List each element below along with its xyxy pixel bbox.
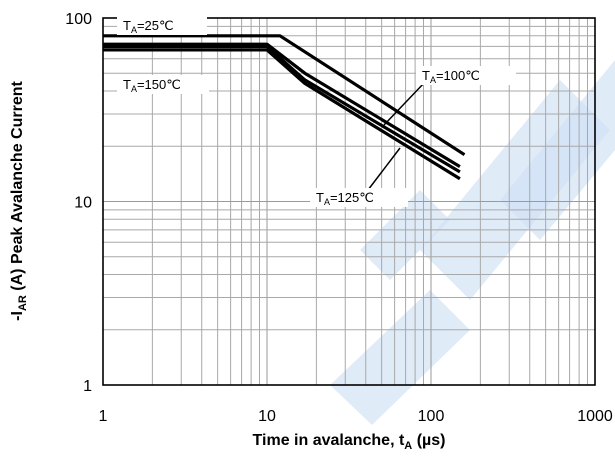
ann-ta25-suffix: =25℃: [137, 18, 174, 33]
annotation-ta125: TA=125℃: [310, 147, 408, 207]
ann-ta100-prefix: T: [422, 68, 430, 83]
y-tick-label: 1: [83, 378, 92, 395]
x-tick-label: 1000: [577, 408, 613, 425]
tick-labels: 1 10 100 1000 1 10 100: [65, 11, 613, 425]
annotation-ta100: TA=100℃: [383, 66, 516, 126]
x-tick-label: 10: [258, 408, 276, 425]
ann-ta25-prefix: T: [123, 18, 131, 33]
svg-text:TA=100℃: TA=100℃: [422, 68, 480, 85]
ann-ta150-prefix: T: [123, 77, 131, 92]
series-layer: [103, 34, 466, 181]
ann-ta150-suffix: =150℃: [137, 77, 181, 92]
svg-text:TA=25℃: TA=25℃: [123, 18, 174, 35]
y-tick-label: 10: [74, 195, 92, 212]
series-line-1: [103, 34, 466, 157]
x-axis-label-sub: A: [404, 440, 412, 452]
svg-text:TA=125℃: TA=125℃: [316, 190, 374, 207]
series-line-2: [103, 42, 461, 168]
series-line-3: [103, 44, 461, 174]
x-tick-label: 100: [418, 408, 445, 425]
plot-frame: [102, 17, 596, 386]
annotation-ta25: TA=25℃: [117, 16, 207, 35]
y-axis-label-main: -I: [9, 311, 26, 321]
watermark-logo: [330, 60, 615, 425]
x-axis-label: Time in avalanche, tA (µs): [253, 432, 446, 452]
y-axis-label: -IAR (A) Peak Avalanche Current: [9, 81, 29, 321]
ann-ta150-sub: A: [131, 84, 137, 94]
ann-ta125-suffix: =125℃: [330, 190, 374, 205]
x-axis-label-units: (µs): [412, 432, 445, 449]
ann-ta125-prefix: T: [316, 190, 324, 205]
y-axis-label-rest: (A) Peak Avalanche Current: [9, 81, 26, 296]
ann-ta25-sub: A: [131, 25, 137, 35]
ann-ta125-sub: A: [324, 197, 330, 207]
ann-ta100-sub: A: [430, 75, 436, 85]
x-axis-label-main: Time in avalanche, t: [253, 432, 405, 449]
ann-ta100-suffix: =100℃: [436, 68, 480, 83]
svg-text:TA=150℃: TA=150℃: [123, 77, 181, 94]
y-axis-label-sub: AR: [17, 295, 29, 311]
x-tick-label: 1: [99, 408, 108, 425]
y-tick-label: 100: [65, 11, 92, 28]
series-line-4: [103, 48, 461, 181]
annotation-ta150: TA=150℃: [117, 75, 209, 94]
